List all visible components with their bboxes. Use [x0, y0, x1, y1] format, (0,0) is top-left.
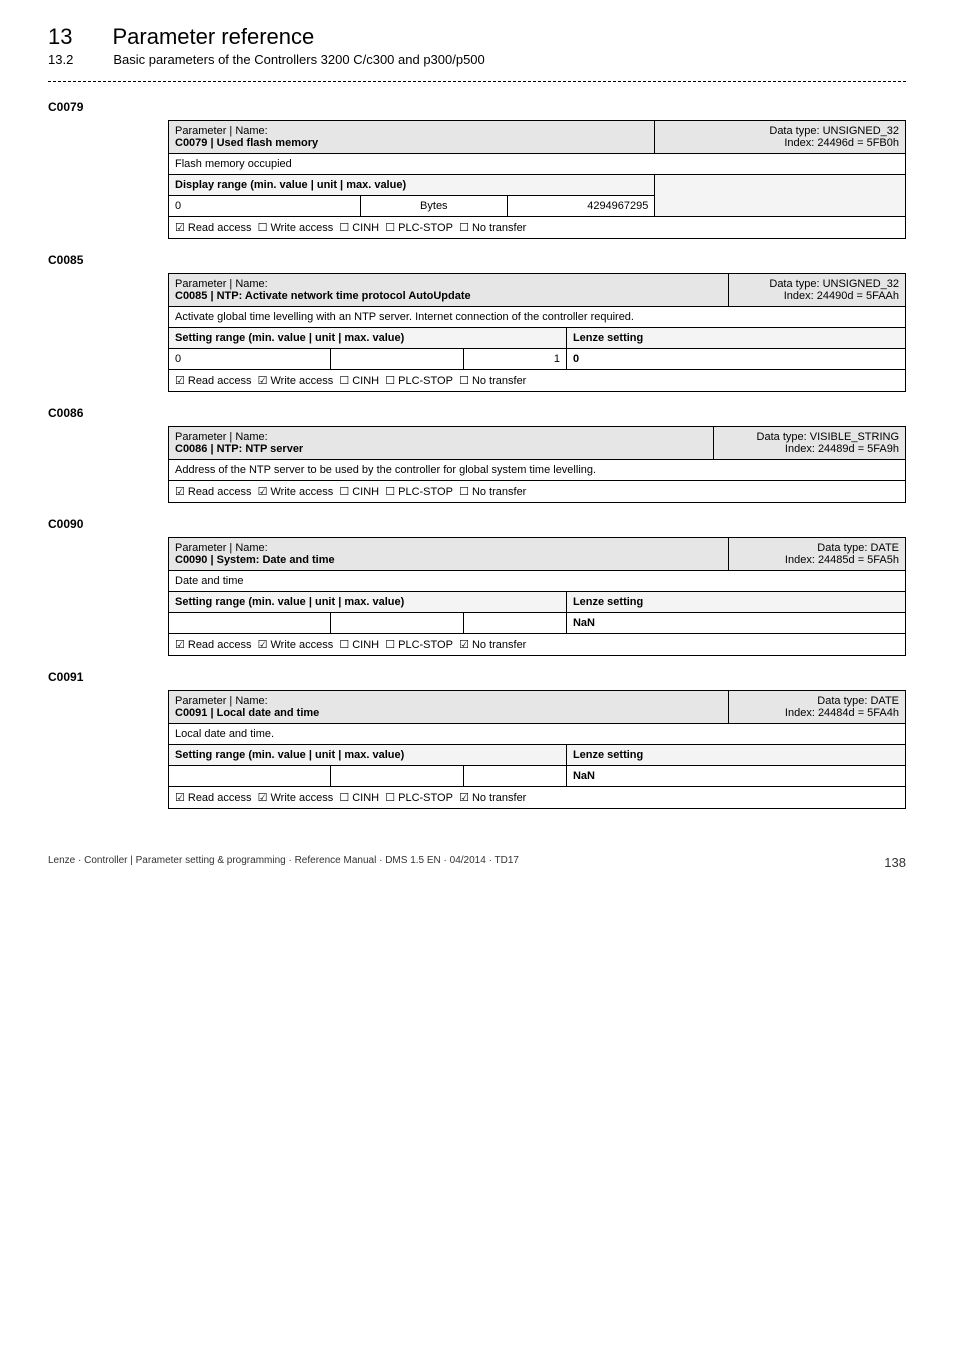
access-flags: Read access Write access CINH PLC-STOP N…	[169, 370, 906, 392]
page-number: 138	[884, 855, 906, 870]
param-id: C0085	[48, 253, 906, 267]
param-header-right: Data type: UNSIGNED_32 Index: 24490d = 5…	[729, 274, 906, 307]
param-dtype: Data type: DATE	[817, 542, 899, 554]
param-header-left: Parameter | Name: C0079 | Used flash mem…	[169, 121, 655, 154]
param-table: Parameter | Name: C0091 | Local date and…	[168, 690, 906, 809]
param-table: Parameter | Name: C0086 | NTP: NTP serve…	[168, 426, 906, 503]
param-header-right: Data type: VISIBLE_STRING Index: 24489d …	[714, 427, 906, 460]
access-flags: Read access Write access CINH PLC-STOP N…	[169, 787, 906, 809]
param-block-c0091: Parameter | Name: C0091 | Local date and…	[168, 690, 906, 809]
range-label: Setting range (min. value | unit | max. …	[169, 745, 567, 766]
range-unit	[331, 766, 464, 787]
range-min	[169, 766, 331, 787]
page-footer: Lenze · Controller | Parameter setting &…	[48, 855, 906, 870]
param-header-right: Data type: DATE Index: 24485d = 5FA5h	[729, 538, 906, 571]
range-max	[463, 613, 566, 634]
param-index: Index: 24489d = 5FA9h	[785, 443, 899, 455]
param-label: Parameter | Name:	[175, 695, 268, 707]
range-unit	[331, 349, 464, 370]
param-name: C0079 | Used flash memory	[175, 137, 318, 149]
param-name: C0086 | NTP: NTP server	[175, 443, 303, 455]
param-name: C0085 | NTP: Activate network time proto…	[175, 290, 471, 302]
range-min	[169, 613, 331, 634]
param-desc: Address of the NTP server to be used by …	[169, 460, 906, 481]
param-desc: Activate global time levelling with an N…	[169, 307, 906, 328]
chapter-title: Parameter reference	[112, 24, 314, 50]
param-id: C0086	[48, 406, 906, 420]
param-block-c0090: Parameter | Name: C0090 | System: Date a…	[168, 537, 906, 656]
param-index: Index: 24485d = 5FA5h	[785, 554, 899, 566]
section-number: 13.2	[48, 52, 73, 67]
param-block-c0079: Parameter | Name: C0079 | Used flash mem…	[168, 120, 906, 239]
param-header-left: Parameter | Name: C0090 | System: Date a…	[169, 538, 729, 571]
param-desc: Flash memory occupied	[169, 154, 906, 175]
param-label: Parameter | Name:	[175, 431, 268, 443]
param-block-c0085: Parameter | Name: C0085 | NTP: Activate …	[168, 273, 906, 392]
lenze-value: NaN	[566, 766, 905, 787]
access-flags: Read access Write access CINH PLC-STOP N…	[169, 481, 906, 503]
section-title: Basic parameters of the Controllers 3200…	[113, 52, 484, 67]
range-label: Display range (min. value | unit | max. …	[169, 175, 655, 196]
param-name: C0090 | System: Date and time	[175, 554, 335, 566]
range-max	[463, 766, 566, 787]
param-dtype: Data type: UNSIGNED_32	[769, 125, 899, 137]
range-empty	[655, 175, 906, 217]
param-header-left: Parameter | Name: C0086 | NTP: NTP serve…	[169, 427, 714, 460]
access-flags: Read access Write access CINH PLC-STOP N…	[169, 217, 906, 239]
lenze-label: Lenze setting	[566, 592, 905, 613]
range-unit: Bytes	[360, 196, 507, 217]
param-label: Parameter | Name:	[175, 125, 268, 137]
param-id: C0091	[48, 670, 906, 684]
param-id: C0079	[48, 100, 906, 114]
range-label: Setting range (min. value | unit | max. …	[169, 328, 567, 349]
param-label: Parameter | Name:	[175, 542, 268, 554]
range-min: 0	[169, 349, 331, 370]
range-max: 1	[463, 349, 566, 370]
lenze-value: NaN	[566, 613, 905, 634]
param-index: Index: 24484d = 5FA4h	[785, 707, 899, 719]
range-min: 0	[169, 196, 361, 217]
range-unit	[331, 613, 464, 634]
param-dtype: Data type: VISIBLE_STRING	[757, 431, 899, 443]
range-max: 4294967295	[508, 196, 655, 217]
param-id: C0090	[48, 517, 906, 531]
param-block-c0086: Parameter | Name: C0086 | NTP: NTP serve…	[168, 426, 906, 503]
access-flags: Read access Write access CINH PLC-STOP N…	[169, 634, 906, 656]
lenze-value: 0	[566, 349, 905, 370]
footer-text: Lenze · Controller | Parameter setting &…	[48, 855, 519, 870]
chapter-header: 13 Parameter reference 13.2 Basic parame…	[48, 24, 906, 67]
param-table: Parameter | Name: C0079 | Used flash mem…	[168, 120, 906, 239]
chapter-number: 13	[48, 24, 72, 50]
param-header-left: Parameter | Name: C0085 | NTP: Activate …	[169, 274, 729, 307]
lenze-label: Lenze setting	[566, 328, 905, 349]
param-desc: Local date and time.	[169, 724, 906, 745]
param-name: C0091 | Local date and time	[175, 707, 319, 719]
param-dtype: Data type: UNSIGNED_32	[769, 278, 899, 290]
param-header-left: Parameter | Name: C0091 | Local date and…	[169, 691, 729, 724]
param-header-right: Data type: UNSIGNED_32 Index: 24496d = 5…	[655, 121, 906, 154]
param-dtype: Data type: DATE	[817, 695, 899, 707]
lenze-label: Lenze setting	[566, 745, 905, 766]
range-label: Setting range (min. value | unit | max. …	[169, 592, 567, 613]
param-header-right: Data type: DATE Index: 24484d = 5FA4h	[729, 691, 906, 724]
param-index: Index: 24496d = 5FB0h	[784, 137, 899, 149]
param-table: Parameter | Name: C0090 | System: Date a…	[168, 537, 906, 656]
dashed-divider	[48, 81, 906, 82]
param-index: Index: 24490d = 5FAAh	[784, 290, 899, 302]
param-table: Parameter | Name: C0085 | NTP: Activate …	[168, 273, 906, 392]
param-label: Parameter | Name:	[175, 278, 268, 290]
param-desc: Date and time	[169, 571, 906, 592]
